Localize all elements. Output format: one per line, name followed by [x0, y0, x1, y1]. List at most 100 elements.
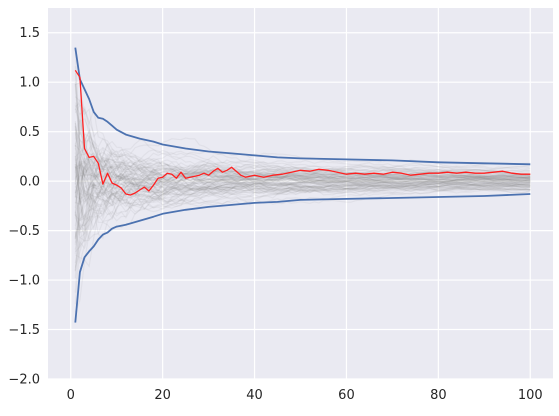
simulated-path-77 [74, 169, 531, 243]
x-axis-ticks: 0 20 40 60 80 100 [67, 388, 543, 403]
y-tick-label-4: 0.0 [19, 175, 40, 190]
simulated-paths [74, 48, 531, 313]
x-tick-label-3: 60 [338, 388, 355, 403]
simulated-path-74 [74, 96, 531, 187]
simulated-path-14 [74, 183, 531, 237]
simulated-path-90 [74, 177, 531, 243]
simulated-path-40 [74, 144, 531, 203]
simulated-path-38 [75, 168, 531, 206]
simulated-path-87 [74, 123, 531, 192]
y-tick-label-0: −2.0 [8, 373, 40, 388]
simulated-path-96 [74, 160, 531, 213]
y-tick-label-7: 1.5 [19, 26, 40, 41]
simulated-path-46 [74, 150, 531, 232]
simulated-path-15 [74, 159, 531, 204]
simulated-path-69 [74, 120, 531, 194]
grid-lines [48, 8, 553, 380]
simulated-path-19 [75, 174, 531, 268]
simulated-path-23 [74, 171, 531, 204]
simulated-path-13 [74, 181, 531, 222]
simulated-path-1 [74, 169, 531, 232]
simulated-path-30 [74, 152, 531, 185]
simulated-path-89 [74, 144, 531, 193]
y-tick-label-5: 0.5 [19, 125, 40, 140]
simulated-path-4 [74, 118, 531, 191]
simulated-path-76 [74, 180, 531, 255]
simulated-path-57 [74, 164, 531, 217]
x-tick-label-0: 0 [67, 388, 75, 403]
simulated-path-78 [74, 151, 531, 189]
simulated-path-37 [74, 172, 531, 250]
simulated-path-51 [74, 48, 531, 202]
simulated-path-63 [74, 165, 531, 313]
simulated-path-86 [75, 154, 531, 213]
simulated-path-55 [74, 119, 531, 194]
simulated-path-66 [74, 174, 531, 211]
simulated-path-81 [74, 128, 531, 192]
simulated-path-27 [74, 160, 531, 213]
simulated-path-99 [74, 66, 531, 190]
simulated-path-54 [74, 139, 531, 174]
x-tick-label-1: 20 [154, 388, 171, 403]
simulated-path-59 [74, 152, 531, 197]
running-mean-line [74, 69, 531, 196]
simulated-path-83 [74, 83, 531, 175]
simulated-path-25 [74, 164, 531, 207]
simulated-path-80 [74, 82, 531, 199]
y-tick-label-2: −1.0 [8, 274, 40, 289]
simulated-path-32 [74, 158, 531, 211]
simulated-path-18 [74, 161, 531, 196]
simulated-path-70 [74, 182, 531, 241]
simulated-path-31 [74, 161, 531, 222]
simulated-path-49 [74, 177, 531, 242]
simulated-path-94 [74, 156, 531, 235]
simulated-path-41 [74, 163, 531, 205]
simulated-path-21 [74, 161, 531, 215]
simulated-path-9 [74, 132, 531, 194]
simulated-path-95 [74, 166, 531, 271]
simulated-path-91 [74, 175, 531, 239]
simulated-path-35 [74, 155, 531, 206]
y-tick-label-6: 1.0 [19, 76, 40, 91]
simulated-path-97 [74, 160, 531, 196]
simulated-path-33 [74, 181, 531, 268]
simulated-path-60 [74, 166, 531, 210]
simulated-path-52 [74, 102, 531, 181]
simulated-path-45 [74, 174, 531, 305]
simulated-path-44 [74, 160, 531, 236]
simulated-path-29 [74, 156, 531, 218]
series-lines [74, 47, 531, 323]
simulated-path-7 [74, 170, 531, 198]
simulated-path-34 [74, 122, 531, 184]
simulated-path-36 [74, 84, 531, 199]
simulated-path-92 [74, 128, 531, 184]
simulated-path-62 [74, 143, 531, 186]
y-tick-label-3: −0.5 [8, 224, 40, 239]
simulated-path-93 [74, 155, 531, 196]
simulated-path-2 [74, 142, 531, 194]
simulated-path-56 [74, 178, 531, 245]
simulated-path-75 [75, 81, 531, 188]
simulated-path-6 [74, 131, 531, 190]
y-axis-ticks: −2.0 −1.5 −1.0 −0.5 0.0 0.5 1.0 1.5 [8, 26, 40, 387]
x-tick-label-2: 40 [246, 388, 263, 403]
simulated-path-68 [74, 126, 531, 205]
simulated-path-10 [74, 134, 531, 190]
simulated-path-71 [74, 174, 531, 293]
simulated-path-72 [74, 150, 531, 272]
simulated-path-0 [74, 158, 531, 199]
simulated-path-53 [74, 112, 531, 189]
simulated-path-3 [75, 182, 531, 204]
simulated-path-48 [74, 158, 531, 227]
simulated-path-22 [74, 169, 531, 264]
simulated-path-85 [74, 178, 531, 279]
upper-bound-line [74, 47, 531, 166]
simulated-path-43 [74, 170, 531, 240]
simulated-path-12 [74, 152, 531, 214]
simulated-path-20 [74, 132, 531, 232]
x-tick-label-4: 80 [430, 388, 447, 403]
plot-background [48, 8, 553, 379]
simulated-path-50 [75, 177, 531, 231]
simulated-path-16 [74, 108, 531, 185]
